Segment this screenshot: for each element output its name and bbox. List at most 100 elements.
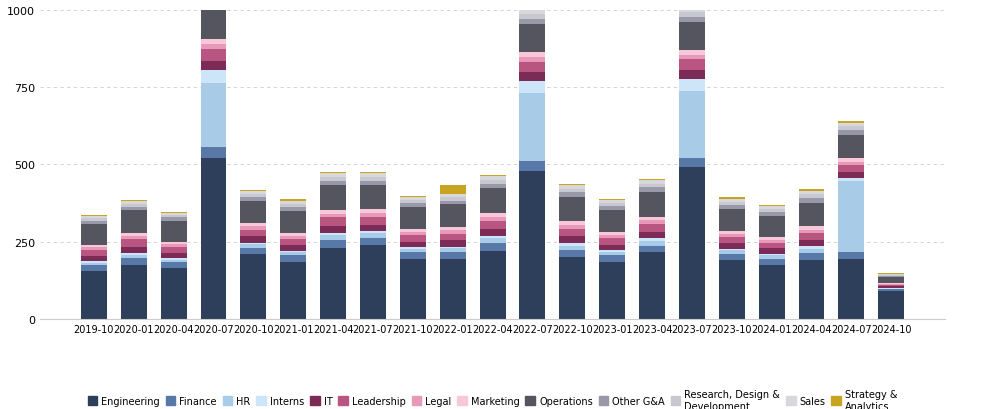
Bar xyxy=(639,192,665,217)
Bar xyxy=(281,234,306,236)
Bar xyxy=(360,174,386,178)
Bar xyxy=(480,177,505,181)
Bar xyxy=(639,180,665,184)
Bar xyxy=(758,237,785,240)
Bar xyxy=(719,249,745,251)
Bar xyxy=(480,189,505,213)
Bar xyxy=(679,23,704,51)
Bar xyxy=(719,202,745,205)
Bar xyxy=(799,203,824,226)
Bar xyxy=(200,148,227,159)
Bar xyxy=(520,58,545,62)
Bar xyxy=(758,256,785,260)
Bar xyxy=(281,251,306,253)
Bar xyxy=(360,173,386,174)
Bar xyxy=(719,234,745,237)
Bar xyxy=(799,247,824,249)
Bar xyxy=(200,9,227,40)
Bar xyxy=(360,231,386,234)
Bar xyxy=(719,209,745,231)
Bar xyxy=(81,266,107,271)
Bar xyxy=(520,82,545,94)
Bar xyxy=(599,252,625,256)
Bar xyxy=(839,166,864,173)
Bar xyxy=(400,253,426,259)
Bar xyxy=(679,56,704,60)
Bar xyxy=(121,201,147,204)
Bar xyxy=(599,200,625,201)
Bar xyxy=(360,210,386,213)
Bar xyxy=(439,241,466,247)
Bar xyxy=(559,257,586,319)
Bar xyxy=(480,230,505,236)
Bar xyxy=(679,18,704,23)
Bar xyxy=(639,232,665,239)
Bar xyxy=(520,53,545,58)
Bar xyxy=(758,205,785,206)
Bar xyxy=(320,248,346,319)
Bar xyxy=(559,243,586,246)
Bar xyxy=(758,209,785,212)
Bar xyxy=(400,230,426,233)
Bar xyxy=(121,236,147,239)
Bar xyxy=(599,256,625,262)
Bar xyxy=(320,186,346,211)
Bar xyxy=(161,253,186,258)
Bar xyxy=(200,40,227,45)
Bar xyxy=(480,217,505,221)
Bar xyxy=(719,199,745,202)
Bar xyxy=(719,237,745,243)
Bar xyxy=(719,254,745,261)
Bar xyxy=(320,218,346,227)
Bar xyxy=(281,246,306,251)
Bar xyxy=(878,283,904,284)
Bar xyxy=(161,213,186,216)
Bar xyxy=(599,236,625,239)
Bar xyxy=(839,127,864,131)
Bar xyxy=(719,231,745,234)
Bar xyxy=(81,216,107,218)
Bar xyxy=(639,217,665,221)
Bar xyxy=(679,158,704,168)
Bar xyxy=(439,201,466,205)
Bar xyxy=(599,207,625,211)
Bar xyxy=(839,124,864,127)
Bar xyxy=(599,239,625,245)
Bar xyxy=(240,192,266,195)
Bar xyxy=(281,204,306,207)
Bar xyxy=(839,122,864,124)
Bar xyxy=(439,231,466,234)
Bar xyxy=(281,200,306,201)
Bar xyxy=(439,247,466,248)
Bar xyxy=(200,159,227,319)
Bar xyxy=(559,251,586,257)
Bar xyxy=(679,51,704,56)
Bar xyxy=(161,268,186,319)
Bar xyxy=(240,254,266,319)
Bar xyxy=(200,62,227,71)
Bar xyxy=(839,131,864,135)
Bar xyxy=(599,262,625,319)
Bar xyxy=(480,239,505,243)
Bar xyxy=(599,245,625,251)
Bar xyxy=(161,242,186,245)
Bar xyxy=(520,94,545,162)
Bar xyxy=(878,284,904,285)
Bar xyxy=(161,245,186,247)
Bar xyxy=(320,211,346,214)
Bar xyxy=(878,274,904,275)
Bar xyxy=(400,249,426,253)
Bar xyxy=(639,179,665,180)
Bar xyxy=(839,135,864,159)
Bar xyxy=(360,181,386,186)
Bar xyxy=(320,240,346,248)
Bar xyxy=(439,248,466,252)
Bar xyxy=(439,198,466,201)
Bar xyxy=(281,253,306,256)
Bar xyxy=(839,179,864,181)
Bar xyxy=(81,250,107,256)
Bar xyxy=(81,271,107,319)
Bar xyxy=(121,255,147,258)
Bar xyxy=(599,204,625,207)
Legend: Engineering, Finance, HR, Interns, IT, Leadership, Legal, Marketing, Operations,: Engineering, Finance, HR, Interns, IT, L… xyxy=(83,386,902,409)
